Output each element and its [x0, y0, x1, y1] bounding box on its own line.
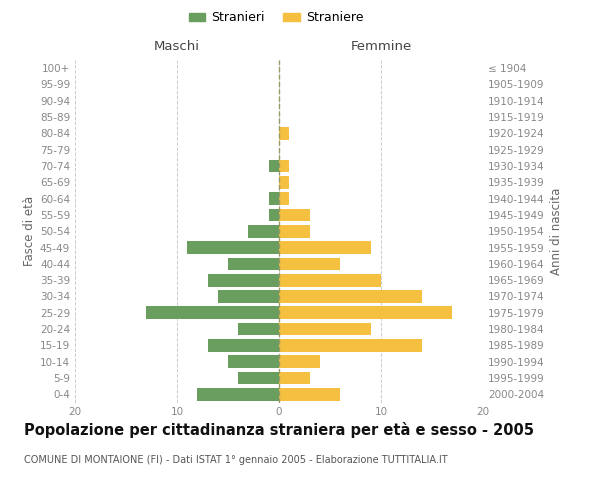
Y-axis label: Fasce di età: Fasce di età — [23, 196, 36, 266]
Bar — [238, 322, 279, 336]
Bar — [208, 339, 279, 352]
Bar — [238, 372, 279, 384]
Bar — [269, 208, 279, 222]
Bar — [218, 290, 279, 303]
Bar — [279, 160, 289, 172]
Legend: Stranieri, Straniere: Stranieri, Straniere — [184, 6, 368, 29]
Bar — [279, 356, 320, 368]
Bar — [248, 225, 279, 237]
Bar — [187, 241, 279, 254]
Y-axis label: Anni di nascita: Anni di nascita — [550, 188, 563, 275]
Bar — [146, 306, 279, 319]
Bar — [279, 388, 340, 400]
Bar — [228, 356, 279, 368]
Bar — [279, 208, 310, 222]
Bar — [279, 127, 289, 140]
Bar — [208, 274, 279, 286]
Bar — [279, 176, 289, 188]
Bar — [279, 339, 422, 352]
Text: Maschi: Maschi — [154, 40, 200, 53]
Text: Femmine: Femmine — [350, 40, 412, 53]
Bar — [279, 192, 289, 205]
Bar — [279, 322, 371, 336]
Bar — [279, 290, 422, 303]
Bar — [279, 225, 310, 237]
Bar — [269, 160, 279, 172]
Bar — [279, 306, 452, 319]
Bar — [228, 258, 279, 270]
Text: Popolazione per cittadinanza straniera per età e sesso - 2005: Popolazione per cittadinanza straniera p… — [24, 422, 534, 438]
Bar — [269, 192, 279, 205]
Bar — [279, 258, 340, 270]
Bar — [279, 274, 381, 286]
Bar — [279, 241, 371, 254]
Bar — [197, 388, 279, 400]
Bar — [279, 372, 310, 384]
Text: COMUNE DI MONTAIONE (FI) - Dati ISTAT 1° gennaio 2005 - Elaborazione TUTTITALIA.: COMUNE DI MONTAIONE (FI) - Dati ISTAT 1°… — [24, 455, 448, 465]
